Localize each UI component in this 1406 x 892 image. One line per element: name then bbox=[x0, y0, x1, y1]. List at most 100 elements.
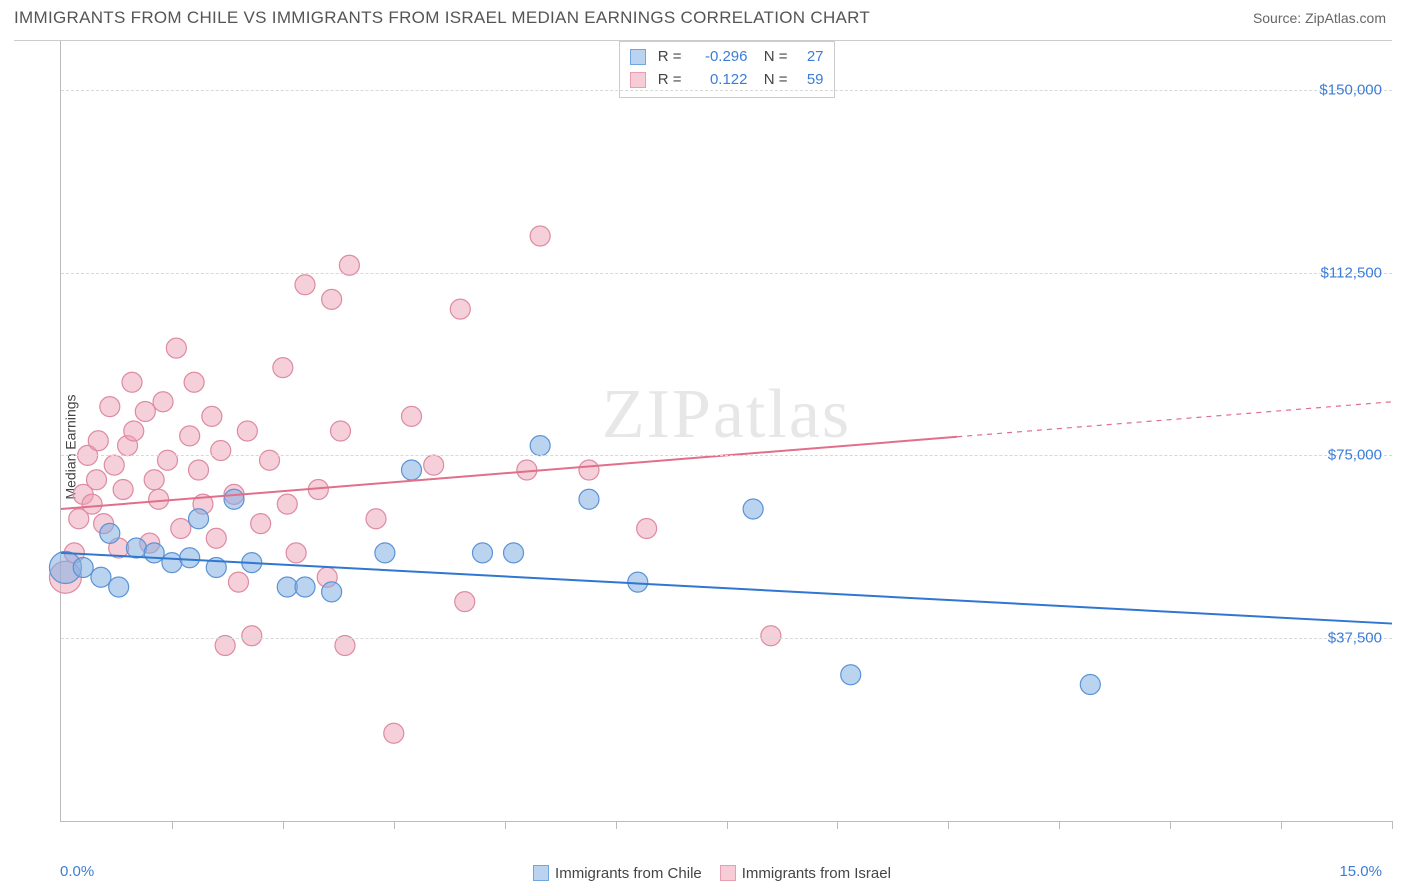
x-tick bbox=[837, 821, 838, 829]
data-point-israel bbox=[455, 592, 475, 612]
data-point-chile bbox=[472, 543, 492, 563]
legend-n-label: N = bbox=[758, 69, 788, 92]
y-tick-label: $37,500 bbox=[1328, 630, 1382, 647]
data-point-chile bbox=[277, 577, 297, 597]
data-point-israel bbox=[149, 489, 169, 509]
chart-title: IMMIGRANTS FROM CHILE VS IMMIGRANTS FROM… bbox=[14, 8, 870, 28]
x-tick bbox=[172, 821, 173, 829]
legend-n-value-israel: 59 bbox=[794, 69, 824, 92]
data-point-chile bbox=[109, 577, 129, 597]
data-point-chile bbox=[743, 499, 763, 519]
x-tick bbox=[727, 821, 728, 829]
data-point-israel bbox=[144, 470, 164, 490]
y-tick-label: $75,000 bbox=[1328, 447, 1382, 464]
x-tick bbox=[1059, 821, 1060, 829]
y-tick-label: $150,000 bbox=[1319, 81, 1382, 98]
plot-region: ZIPatlas R =-0.296N =27R =0.122N =59 $37… bbox=[60, 41, 1392, 822]
data-point-chile bbox=[162, 553, 182, 573]
data-point-chile bbox=[401, 460, 421, 480]
data-point-israel bbox=[761, 626, 781, 646]
data-point-israel bbox=[322, 289, 342, 309]
data-point-chile bbox=[322, 582, 342, 602]
data-point-chile bbox=[224, 489, 244, 509]
data-point-israel bbox=[401, 406, 421, 426]
data-point-chile bbox=[628, 572, 648, 592]
data-point-chile bbox=[375, 543, 395, 563]
data-point-israel bbox=[331, 421, 351, 441]
x-tick bbox=[1170, 821, 1171, 829]
data-point-israel bbox=[124, 421, 144, 441]
regression-line-chile bbox=[61, 553, 1392, 624]
data-point-chile bbox=[530, 436, 550, 456]
legend-n-value-chile: 27 bbox=[794, 46, 824, 69]
data-point-israel bbox=[237, 421, 257, 441]
data-point-chile bbox=[1080, 675, 1100, 695]
data-point-israel bbox=[86, 470, 106, 490]
data-point-chile bbox=[189, 509, 209, 529]
data-point-chile bbox=[841, 665, 861, 685]
plot-svg bbox=[61, 41, 1392, 821]
data-point-chile bbox=[73, 558, 93, 578]
series-legend: Immigrants from ChileImmigrants from Isr… bbox=[0, 865, 1406, 882]
legend-swatch-israel bbox=[630, 72, 646, 88]
data-point-israel bbox=[251, 514, 271, 534]
data-point-israel bbox=[100, 397, 120, 417]
data-point-israel bbox=[189, 460, 209, 480]
legend-swatch-chile bbox=[630, 49, 646, 65]
legend-r-label: R = bbox=[652, 69, 682, 92]
legend-r-label: R = bbox=[652, 46, 682, 69]
data-point-israel bbox=[202, 406, 222, 426]
data-point-israel bbox=[450, 299, 470, 319]
data-point-israel bbox=[122, 372, 142, 392]
chart-source: Source: ZipAtlas.com bbox=[1253, 10, 1386, 26]
bottom-legend-swatch-chile bbox=[533, 865, 549, 881]
data-point-israel bbox=[273, 358, 293, 378]
regression-line-israel-dashed bbox=[957, 402, 1392, 437]
data-point-israel bbox=[171, 519, 191, 539]
data-point-israel bbox=[104, 455, 124, 475]
legend-n-label: N = bbox=[758, 46, 788, 69]
data-point-israel bbox=[206, 528, 226, 548]
bottom-legend-label-chile: Immigrants from Chile bbox=[555, 865, 702, 882]
x-tick bbox=[1392, 821, 1393, 829]
legend-row-israel: R =0.122N =59 bbox=[630, 69, 824, 92]
data-point-israel bbox=[637, 519, 657, 539]
data-point-israel bbox=[260, 450, 280, 470]
legend-row-chile: R = -0.296 N = 27 bbox=[630, 46, 824, 69]
data-point-israel bbox=[184, 372, 204, 392]
data-point-israel bbox=[286, 543, 306, 563]
x-tick bbox=[283, 821, 284, 829]
legend-r-value-chile: -0.296 bbox=[688, 46, 748, 69]
x-tick bbox=[1281, 821, 1282, 829]
grid-line bbox=[61, 273, 1392, 274]
bottom-legend-swatch-israel bbox=[720, 865, 736, 881]
data-point-chile bbox=[91, 567, 111, 587]
data-point-israel bbox=[295, 275, 315, 295]
data-point-chile bbox=[144, 543, 164, 563]
data-point-israel bbox=[153, 392, 173, 412]
data-point-israel bbox=[166, 338, 186, 358]
chart-area: Median Earnings ZIPatlas R =-0.296N =27R… bbox=[14, 40, 1392, 852]
data-point-israel bbox=[384, 723, 404, 743]
y-tick-label: $112,500 bbox=[1321, 264, 1382, 281]
data-point-chile bbox=[100, 523, 120, 543]
data-point-israel bbox=[366, 509, 386, 529]
data-point-israel bbox=[211, 441, 231, 461]
data-point-israel bbox=[277, 494, 297, 514]
data-point-israel bbox=[180, 426, 200, 446]
x-tick bbox=[616, 821, 617, 829]
grid-line bbox=[61, 638, 1392, 639]
data-point-chile bbox=[504, 543, 524, 563]
data-point-chile bbox=[180, 548, 200, 568]
data-point-israel bbox=[135, 402, 155, 422]
grid-line bbox=[61, 455, 1392, 456]
x-tick bbox=[948, 821, 949, 829]
grid-line bbox=[61, 90, 1392, 91]
data-point-israel bbox=[82, 494, 102, 514]
data-point-israel bbox=[242, 626, 262, 646]
data-point-chile bbox=[126, 538, 146, 558]
x-tick bbox=[394, 821, 395, 829]
data-point-israel bbox=[228, 572, 248, 592]
data-point-chile bbox=[295, 577, 315, 597]
x-tick bbox=[505, 821, 506, 829]
